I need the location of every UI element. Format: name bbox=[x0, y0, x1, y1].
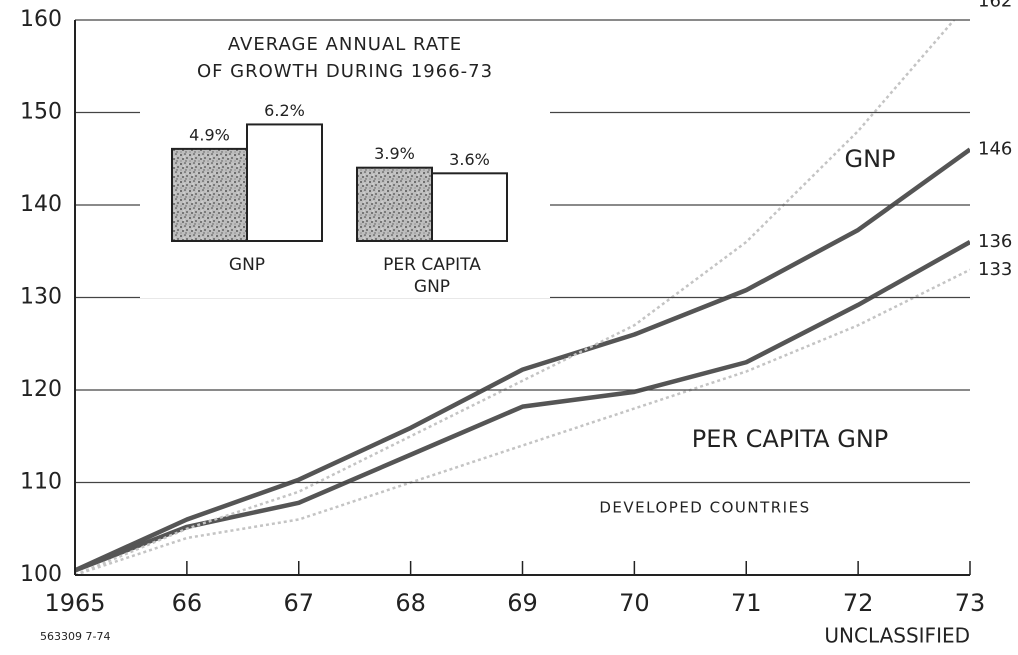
x-tick-label: 67 bbox=[283, 589, 314, 617]
category-label: PER CAPITA bbox=[383, 255, 481, 275]
category-label: GNP bbox=[414, 277, 450, 297]
y-tick-label: 130 bbox=[20, 285, 62, 310]
series-label: PER CAPITA GNP bbox=[692, 425, 889, 453]
inset-title: AVERAGE ANNUAL RATE bbox=[228, 34, 462, 55]
series-label: GNP bbox=[844, 145, 895, 173]
line-series bbox=[75, 20, 956, 576]
end-value-label: 162 bbox=[978, 0, 1012, 12]
footer-left: 563309 7-74 bbox=[40, 630, 110, 643]
bar-value-label: 3.6% bbox=[449, 150, 490, 169]
bar bbox=[171, 147, 248, 243]
x-tick-label: 72 bbox=[843, 589, 874, 617]
y-tick-label: 110 bbox=[20, 470, 62, 495]
bar-value-label: 6.2% bbox=[264, 101, 305, 120]
category-label: GNP bbox=[229, 255, 265, 275]
bar bbox=[356, 166, 433, 242]
footer-right: UNCLASSIFIED bbox=[824, 624, 970, 648]
end-value-label: 133 bbox=[978, 259, 1012, 280]
x-tick-label: 1965 bbox=[44, 589, 105, 617]
y-tick-label: 100 bbox=[20, 562, 62, 587]
line-series bbox=[75, 240, 970, 573]
y-tick-label: 140 bbox=[20, 192, 62, 217]
x-tick-label: 68 bbox=[395, 589, 426, 617]
x-tick-label: 71 bbox=[731, 589, 762, 617]
bar-value-label: 3.9% bbox=[374, 144, 415, 163]
y-tick-label: 120 bbox=[20, 377, 62, 402]
x-tick-label: 73 bbox=[955, 589, 986, 617]
bar bbox=[431, 172, 508, 243]
line-series bbox=[75, 147, 970, 573]
x-tick-label: 66 bbox=[172, 589, 203, 617]
annotation: DEVELOPED COUNTRIES bbox=[599, 499, 810, 517]
end-value-label: 136 bbox=[978, 231, 1012, 252]
bar-value-label: 4.9% bbox=[189, 125, 230, 144]
y-tick-label: 150 bbox=[20, 100, 62, 125]
inset-title: OF GROWTH DURING 1966-73 bbox=[197, 61, 493, 82]
plot-area bbox=[75, 20, 970, 576]
bar bbox=[246, 123, 323, 242]
x-tick-label: 69 bbox=[507, 589, 538, 617]
end-value-label: 146 bbox=[978, 139, 1012, 160]
x-tick-label: 70 bbox=[619, 589, 650, 617]
y-tick-label: 160 bbox=[20, 7, 62, 32]
